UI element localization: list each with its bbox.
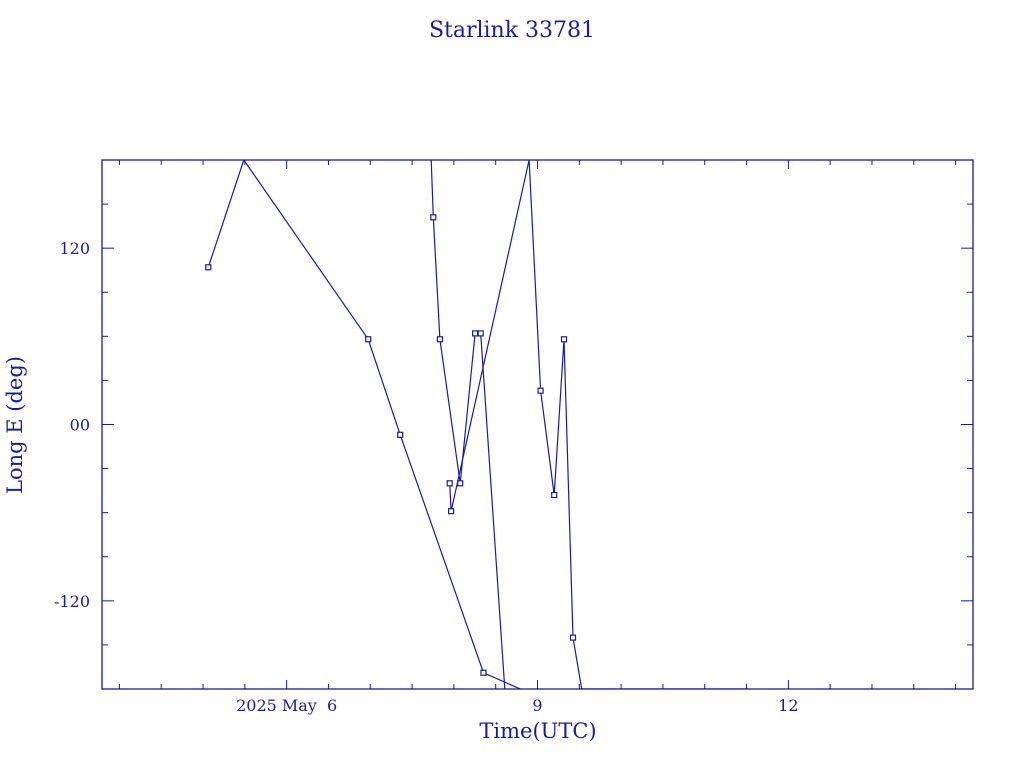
plot-frame (101, 159, 974, 690)
x-tick-label: 12 (778, 696, 798, 715)
data-point (569, 634, 577, 641)
data-point (457, 480, 464, 487)
data-point (430, 214, 437, 221)
data-point (205, 264, 212, 271)
plot-area: 2025 May 6 9 12 120 00 -120 (54, 159, 974, 715)
data-point (537, 387, 544, 394)
series-line (207, 160, 521, 689)
data-point (365, 336, 372, 343)
chart-title: Starlink 33781 (429, 18, 595, 43)
y-tick-label: 120 (59, 239, 90, 258)
y-tick-label: 00 (70, 416, 90, 435)
series-group (205, 160, 749, 689)
series-line (430, 160, 506, 689)
x-tick-label: 2025 May 6 (236, 696, 337, 715)
data-point (448, 508, 455, 515)
y-tick-label: -120 (54, 592, 90, 611)
y-axis-label: Long E (deg) (3, 356, 27, 494)
data-point (551, 491, 558, 499)
data-point (446, 480, 453, 487)
data-point (472, 330, 479, 337)
x-axis-label: Time(UTC) (479, 719, 596, 743)
data-point (560, 336, 568, 343)
x-tick-label: 9 (532, 696, 542, 715)
data-point (477, 330, 484, 337)
series-line (449, 160, 749, 689)
data-point (480, 669, 487, 676)
data-point (436, 336, 443, 343)
data-point (397, 431, 404, 438)
